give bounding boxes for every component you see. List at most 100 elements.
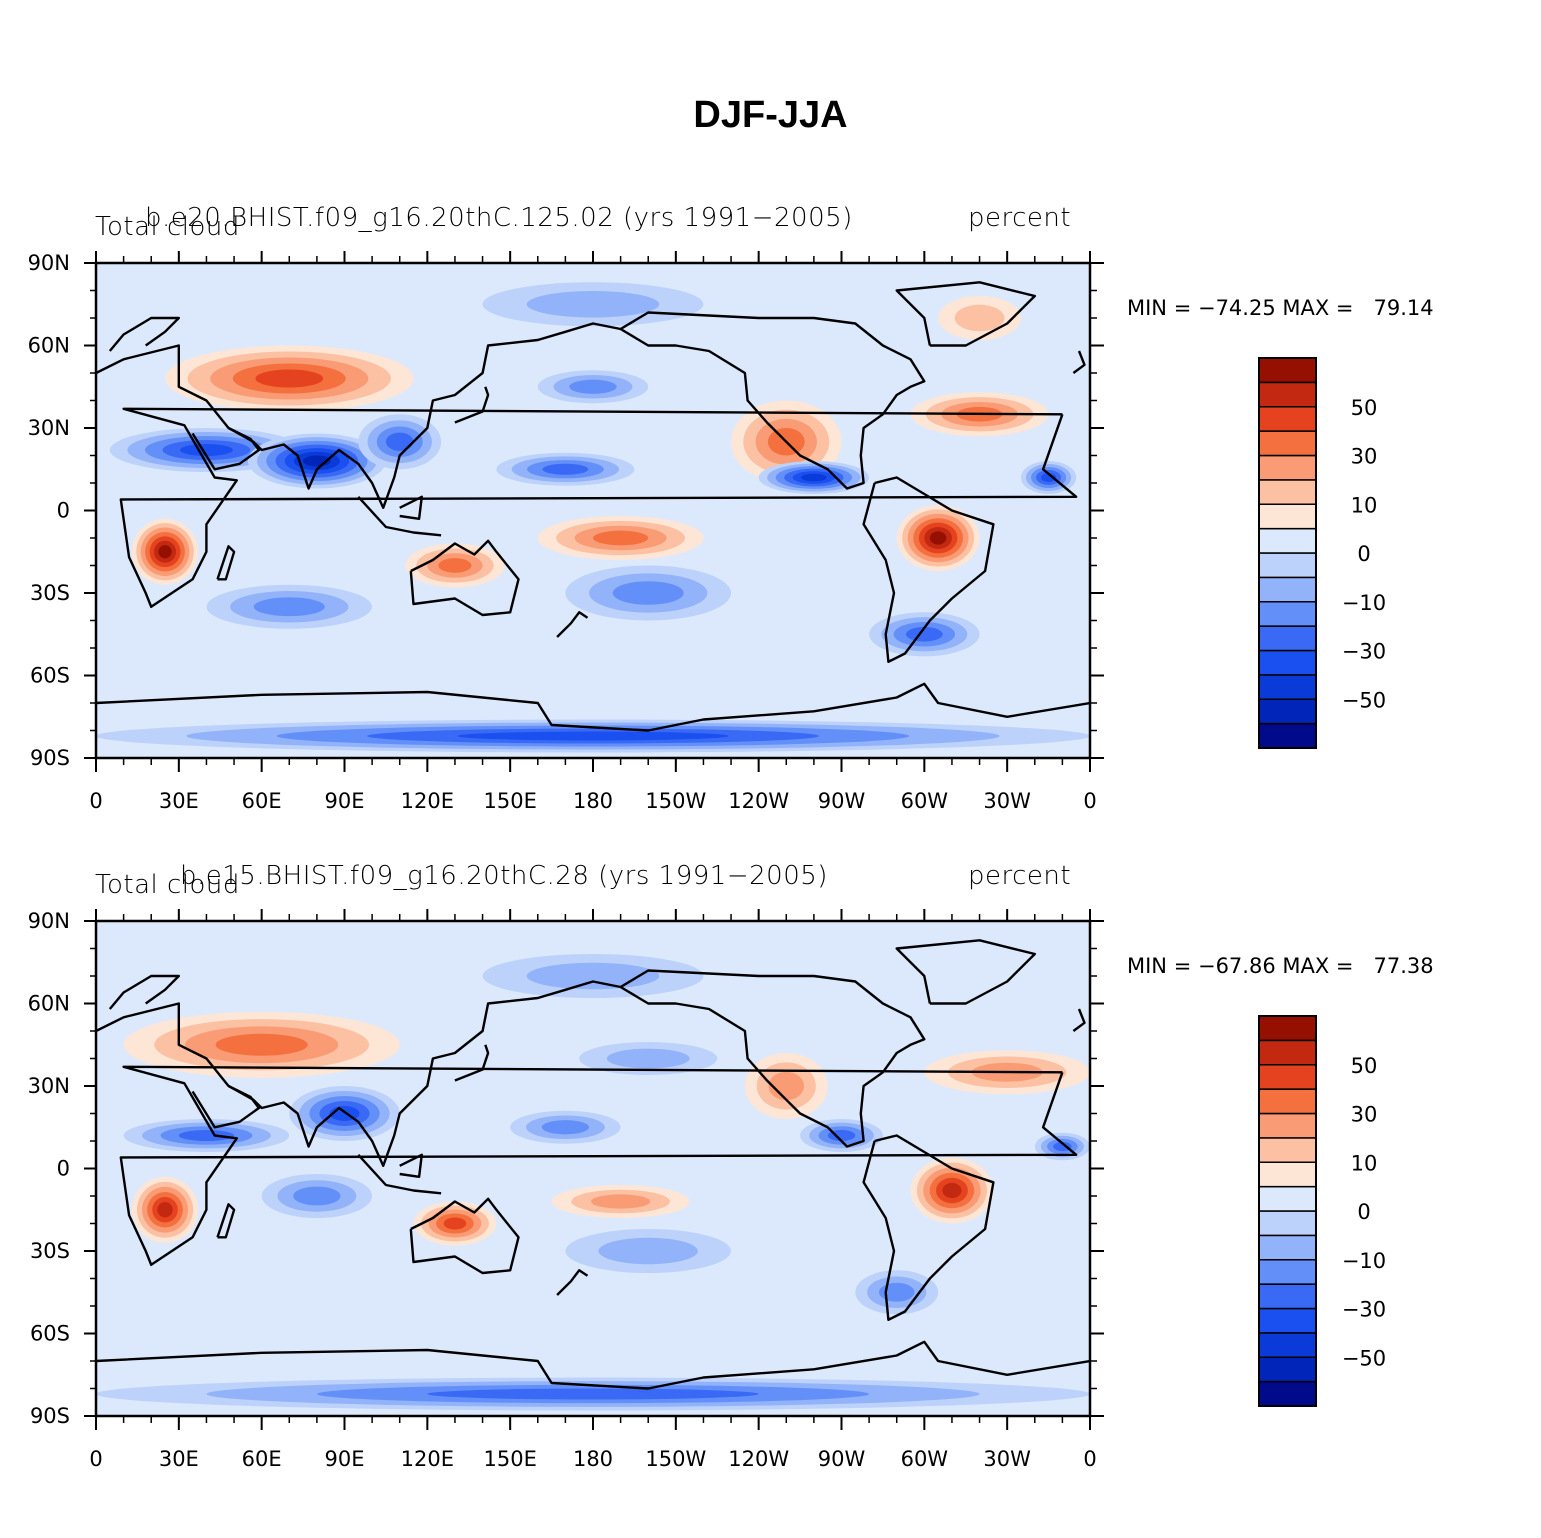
lon-tick-label: 0 [1083,789,1096,813]
lat-tick-label: 90N [28,251,70,275]
anomaly-contour [253,597,325,617]
colorbar-label: 0 [1357,542,1370,566]
lon-tick-label: 150E [483,789,536,813]
lat-tick-label: 0 [57,499,70,523]
coastline [399,495,423,520]
coastline [119,1065,1078,1266]
coastline [556,611,589,638]
lon-tick-label: 0 [89,789,102,813]
map-panel-2: b.e15.BHIST.f09_g16.20thC.28 (yrs 1991−2… [0,658,1541,1471]
colorbar-swatch [1258,552,1317,579]
anomaly-contour [215,1033,308,1056]
coastline [454,1044,490,1082]
lon-tick-label: 120E [401,789,454,813]
anomaly-contour [878,1282,915,1302]
lon-tick-label: 120W [728,789,789,813]
anomaly-contour [929,531,947,545]
anomaly-contour [1053,1141,1072,1152]
colorbar-swatch [1258,1210,1317,1237]
colorbar-swatch [1258,1039,1317,1066]
anomaly-contour [569,379,617,394]
lat-tick-label: 90S [30,1404,70,1428]
lat-tick-label: 30S [30,1239,70,1263]
coastline [409,539,520,617]
coastline [357,1153,442,1195]
lat-tick-label: 90N [28,909,70,933]
colorbar-label: 10 [1351,493,1378,517]
map-plot: 90N 60N 30N 0 30S 60S 90S 0 30E 60E 90E 120E 150E 180… [28,909,1104,1471]
lon-tick-label: 120E [401,1447,454,1471]
lon-tick-label: 0 [1083,1447,1096,1471]
anomaly-contour [178,1130,235,1141]
lat-tick-label: 30N [28,1074,70,1098]
lon-tick-label: 30E [159,1447,199,1471]
variable-label: Total cloud [95,870,240,900]
coastline [454,386,490,424]
anomaly-contour [180,444,233,456]
anomaly-contour [612,581,684,605]
anomaly-contour [801,473,827,482]
colorbar-label: 50 [1351,396,1378,420]
case-title: b.e15.BHIST.f09_g16.20thC.28 (yrs 1991−2… [180,861,828,891]
map-plot: 90N 60N 30N 0 30S 60S 90S 0 30E 60E 90E 120E 150E 180… [28,251,1104,813]
coastline [191,1084,261,1129]
lon-tick-label: 30W [983,1447,1031,1471]
lat-tick-label: 0 [57,1157,70,1181]
coastline [96,1340,1090,1390]
colorbar-label: −50 [1342,1346,1386,1370]
colorbar-swatch [1258,1307,1317,1334]
min-max-stats: MIN = −74.25 MAX = 79.14 [1127,296,1434,320]
figure-title: DJF-JJA [693,94,848,136]
colorbar-swatch [1258,1234,1317,1261]
colorbar-swatch [1258,479,1317,505]
lon-tick-label: 30E [159,789,199,813]
lat-tick-label: 60S [30,1322,70,1346]
lon-tick-label: 120W [728,1447,789,1471]
coastline [619,969,926,1148]
units-label: percent [968,861,1072,891]
anomaly-contour [606,1048,690,1069]
lat-tick-label: 30N [28,416,70,440]
coastline [1072,350,1086,374]
colorbar-swatch [1258,1283,1317,1310]
coastline [96,682,1090,732]
units-label: percent [968,203,1072,233]
colorbar-swatch [1258,1185,1317,1212]
anomaly-contour [457,731,729,741]
lon-tick-label: 90E [325,789,365,813]
colorbar-swatch [1258,527,1317,554]
anomaly-contour [905,626,943,642]
colorbar-swatch [1258,576,1317,603]
coastline [556,1269,589,1296]
coastline [895,939,1036,1005]
colorbar-frame [1258,357,1317,749]
anomaly-contour [1041,473,1057,482]
anomaly-contour [942,1182,962,1199]
colorbar-swatch [1258,430,1317,457]
coastlines [96,281,1090,732]
anomaly-contour [954,304,1005,332]
lon-tick-label: 60W [901,1447,949,1471]
coastline [399,1153,423,1178]
colorbar-swatch [1258,625,1317,652]
anomaly-contour [385,432,414,451]
lat-tick-label: 60N [28,992,70,1016]
coastline [862,1134,995,1321]
coastline [1072,1008,1086,1032]
anomaly-contour [443,1217,467,1230]
colorbar-swatch [1258,1088,1317,1115]
anomaly-contour [255,369,324,388]
anomaly-contour [427,1388,759,1400]
anomaly-contour [293,1186,341,1206]
lon-tick-label: 180 [573,789,613,813]
colorbar-label: 0 [1357,1200,1370,1224]
map-panel-1: b.e20.BHIST.f09_g16.20thC.125.02 (yrs 19… [0,0,1541,813]
colorbar-swatch [1258,1064,1317,1090]
colorbar-swatch [1258,1380,1317,1407]
coastline [216,545,236,581]
colorbar-swatch [1258,601,1317,627]
colorbar-label: −10 [1342,1249,1386,1273]
colorbar-label: −30 [1342,1298,1386,1322]
colorbar-swatch [1258,1161,1317,1188]
lon-tick-label: 90W [818,1447,866,1471]
